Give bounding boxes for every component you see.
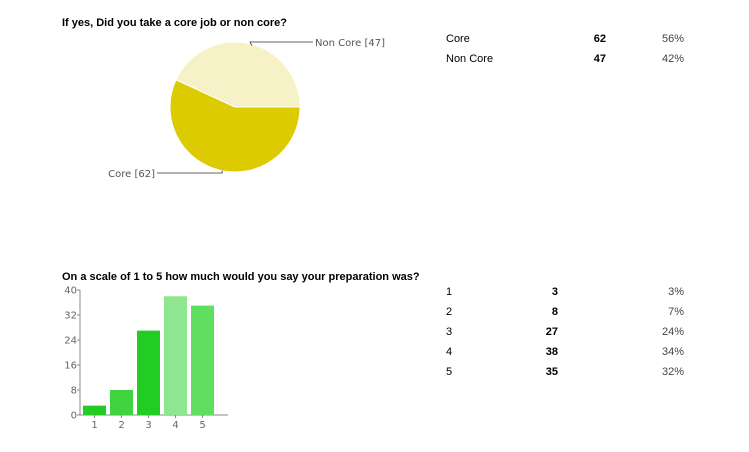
question-1-title: If yes, Did you take a core job or non c… <box>62 17 287 29</box>
y-tick-label: 32 <box>64 311 77 322</box>
row-label: 2 <box>446 306 453 318</box>
x-tick-label: 5 <box>199 420 205 431</box>
core-pie-chart: Core [62] Non Core [47] <box>108 38 385 180</box>
row-count: 35 <box>545 366 558 378</box>
row-label: 4 <box>446 346 453 358</box>
row-label: 1 <box>446 286 453 298</box>
x-tick-label: 2 <box>118 420 124 431</box>
y-tick-label: 8 <box>71 386 77 397</box>
summary-row-2: 2 8 7% <box>446 304 686 320</box>
question-2-summary-table: 1 3 3% 2 8 7% 3 27 24% 4 38 34% 5 35 32% <box>446 284 696 384</box>
x-tick-label: 3 <box>145 420 151 431</box>
row-label: Non Core <box>446 53 494 65</box>
row-count: 8 <box>551 306 558 318</box>
bar-4 <box>164 296 187 415</box>
bar-1 <box>83 405 106 415</box>
y-tick-label: 24 <box>64 336 77 347</box>
row-percent: 7% <box>668 306 684 318</box>
y-tick-label: 0 <box>71 411 77 422</box>
leader-line-non-core <box>249 41 313 46</box>
row-percent: 42% <box>661 53 684 65</box>
row-percent: 24% <box>661 326 684 338</box>
row-count: 38 <box>545 346 558 358</box>
summary-row-1: 1 3 3% <box>446 284 686 300</box>
summary-row-3: 3 27 24% <box>446 324 686 340</box>
bar-2 <box>110 390 133 415</box>
row-percent: 32% <box>661 366 684 378</box>
x-tick-label: 4 <box>172 420 178 431</box>
bar-5 <box>191 305 214 415</box>
row-count: 47 <box>593 53 606 65</box>
pie-slice-non-core <box>175 41 301 108</box>
preparation-bar-chart: 0 8 16 24 32 40 1 2 3 4 5 <box>64 286 228 431</box>
y-tick-label: 16 <box>64 361 77 372</box>
summary-row-5: 5 35 32% <box>446 364 686 380</box>
row-label: 5 <box>446 366 453 378</box>
row-percent: 34% <box>661 346 684 358</box>
pie-slice-core <box>169 79 301 173</box>
row-label: 3 <box>446 326 453 338</box>
row-percent: 3% <box>668 286 684 298</box>
row-count: 3 <box>551 286 558 298</box>
bar-3 <box>137 330 160 415</box>
row-count: 27 <box>545 326 558 338</box>
row-percent: 56% <box>661 33 684 45</box>
row-label: Core <box>446 33 470 45</box>
pie-label-non-core: Non Core [47] <box>315 38 385 49</box>
row-count: 62 <box>593 33 606 45</box>
x-tick-label: 1 <box>91 420 97 431</box>
summary-row-4: 4 38 34% <box>446 344 686 360</box>
summary-row-core: Core 62 56% <box>446 31 686 47</box>
summary-row-non-core: Non Core 47 42% <box>446 51 686 67</box>
pie-label-core: Core [62] <box>108 169 155 180</box>
leader-line-core <box>157 170 223 174</box>
question-2-title: On a scale of 1 to 5 how much would you … <box>62 271 420 283</box>
question-1-summary-table: Core 62 56% Non Core 47 42% <box>446 31 696 71</box>
y-tick-label: 40 <box>64 286 77 297</box>
